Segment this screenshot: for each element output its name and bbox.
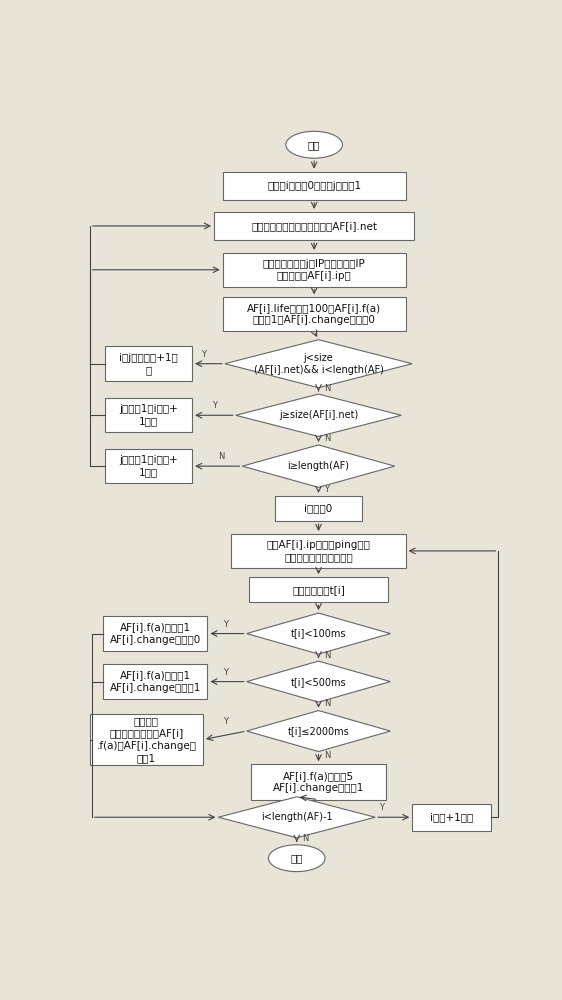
Polygon shape	[242, 445, 395, 487]
Text: t[i]<500ms: t[i]<500ms	[291, 677, 346, 687]
FancyBboxPatch shape	[232, 534, 406, 568]
Text: N: N	[302, 834, 309, 843]
Text: 记录返回时间t[i]: 记录返回时间t[i]	[292, 585, 345, 595]
Text: N: N	[324, 699, 330, 708]
FancyBboxPatch shape	[103, 616, 207, 651]
Text: i赋值为0: i赋值为0	[305, 504, 333, 514]
Text: i和j分别进行+1操
作: i和j分别进行+1操 作	[119, 353, 178, 375]
FancyBboxPatch shape	[249, 577, 388, 602]
FancyBboxPatch shape	[412, 804, 491, 831]
Text: j<size
(AF[i].net)&& i<length(AF): j<size (AF[i].net)&& i<length(AF)	[253, 353, 383, 375]
Text: N: N	[324, 384, 330, 393]
Text: j赋值为1，i进行+
1操作: j赋值为1，i进行+ 1操作	[119, 455, 178, 477]
Polygon shape	[247, 613, 391, 654]
Text: Y: Y	[201, 350, 206, 359]
Text: 开始: 开始	[308, 140, 320, 150]
Ellipse shape	[269, 845, 325, 872]
Text: 将变量i赋值为0，变量j赋值为1: 将变量i赋值为0，变量j赋值为1	[267, 181, 361, 191]
Text: Y: Y	[223, 620, 228, 629]
Polygon shape	[235, 394, 401, 436]
FancyBboxPatch shape	[105, 346, 192, 381]
Text: AF[i].f(a)赋值为1
AF[i].change赋值为1: AF[i].f(a)赋值为1 AF[i].change赋值为1	[110, 670, 201, 693]
Text: Y: Y	[324, 485, 329, 494]
FancyBboxPatch shape	[223, 297, 406, 331]
FancyBboxPatch shape	[275, 496, 362, 521]
Text: Y: Y	[212, 401, 217, 410]
FancyBboxPatch shape	[214, 212, 414, 240]
FancyBboxPatch shape	[223, 172, 406, 200]
Text: AF[i].f(a)赋值为1
AF[i].change赋值为0: AF[i].f(a)赋值为1 AF[i].change赋值为0	[110, 622, 201, 645]
Text: 根据公式
计算出自适应因子AF[i]
.f(a)，AF[i].change赋
值为1: 根据公式 计算出自适应因子AF[i] .f(a)，AF[i].change赋 值…	[97, 716, 197, 763]
Text: t[i]<100ms: t[i]<100ms	[291, 629, 346, 639]
FancyBboxPatch shape	[223, 253, 406, 287]
Polygon shape	[247, 711, 391, 752]
FancyBboxPatch shape	[105, 449, 192, 483]
Text: N: N	[324, 651, 330, 660]
Polygon shape	[218, 797, 375, 838]
Text: i≥length(AF): i≥length(AF)	[288, 461, 350, 471]
Text: j赋值为1，i进行+
1操作: j赋值为1，i进行+ 1操作	[119, 404, 178, 426]
Text: 结束: 结束	[291, 853, 303, 863]
Text: 根据实际网络情况输入网络号AF[i].net: 根据实际网络情况输入网络号AF[i].net	[251, 221, 377, 231]
Ellipse shape	[286, 131, 342, 158]
Text: Y: Y	[223, 668, 228, 677]
Text: 读取该子网的第j个IP地址，将该IP
地址存储在AF[i].ip中: 读取该子网的第j个IP地址，将该IP 地址存储在AF[i].ip中	[263, 259, 365, 281]
Text: Y: Y	[223, 717, 228, 726]
Text: Y: Y	[379, 803, 384, 812]
FancyBboxPatch shape	[90, 714, 203, 765]
Text: j≥size(AF[i].net): j≥size(AF[i].net)	[279, 410, 358, 420]
FancyBboxPatch shape	[251, 764, 386, 800]
Text: 读取AF[i].ip，使用ping命令
，探测该地址的存活情况: 读取AF[i].ip，使用ping命令 ，探测该地址的存活情况	[266, 540, 370, 562]
Text: N: N	[324, 434, 330, 443]
Text: t[i]≤2000ms: t[i]≤2000ms	[288, 726, 350, 736]
Text: i<length(AF)-1: i<length(AF)-1	[261, 812, 333, 822]
Text: AF[i].f(a)赋值为5
AF[i].change赋值为1: AF[i].f(a)赋值为5 AF[i].change赋值为1	[273, 771, 364, 793]
Polygon shape	[247, 661, 391, 702]
FancyBboxPatch shape	[103, 664, 207, 699]
Text: N: N	[324, 751, 330, 760]
FancyBboxPatch shape	[105, 398, 192, 432]
Text: i执行+1操作: i执行+1操作	[430, 812, 473, 822]
Text: N: N	[218, 452, 225, 461]
Polygon shape	[225, 340, 412, 388]
Text: AF[i].life设置为100，AF[i].f(a)
设置为1，AF[i].change设置为0: AF[i].life设置为100，AF[i].f(a) 设置为1，AF[i].c…	[247, 303, 381, 325]
